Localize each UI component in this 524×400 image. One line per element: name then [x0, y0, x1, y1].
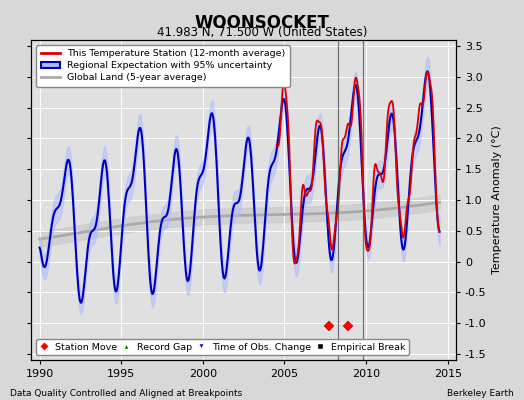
Legend: Station Move, Record Gap, Time of Obs. Change, Empirical Break: Station Move, Record Gap, Time of Obs. C…: [36, 339, 409, 355]
Text: WOONSOCKET: WOONSOCKET: [194, 14, 330, 32]
Text: Berkeley Earth: Berkeley Earth: [447, 389, 514, 398]
Text: Data Quality Controlled and Aligned at Breakpoints: Data Quality Controlled and Aligned at B…: [10, 389, 243, 398]
Text: 41.983 N, 71.500 W (United States): 41.983 N, 71.500 W (United States): [157, 26, 367, 39]
Y-axis label: Temperature Anomaly (°C): Temperature Anomaly (°C): [492, 126, 502, 274]
